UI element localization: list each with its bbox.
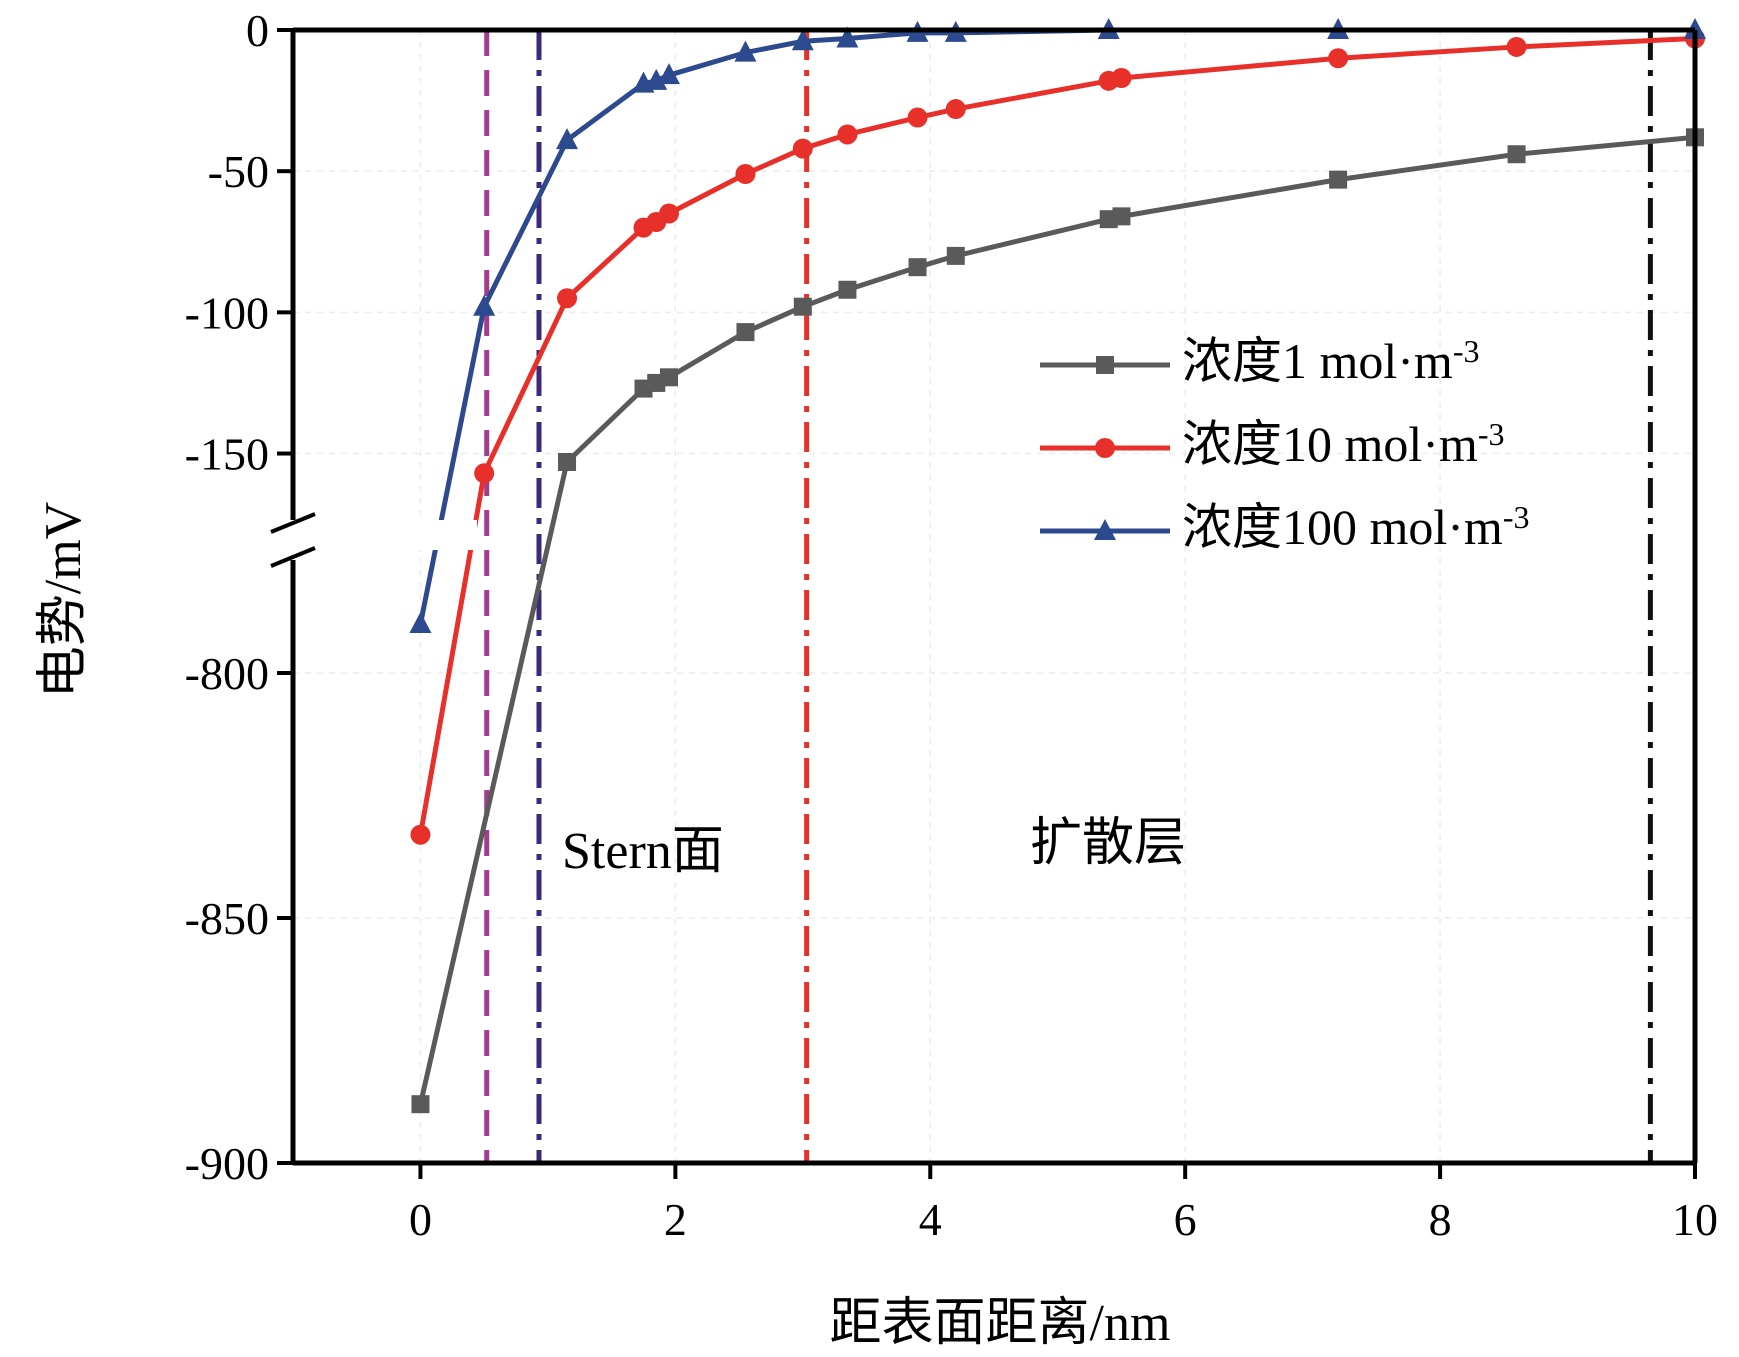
- axis-break-mark-lower: [270, 546, 316, 568]
- series-1-line: [418, 134, 1696, 1105]
- series-1-point-11: [1112, 207, 1131, 226]
- x-axis-title: 距表面距离/nm: [830, 1295, 1171, 1352]
- series-3-point-8: [836, 26, 859, 48]
- legend-label-2: 浓度10 mol·m-3: [1182, 416, 1504, 472]
- x-tick-label-5: 10: [1672, 1194, 1718, 1245]
- series-2-point-7: [792, 138, 813, 159]
- series-1-point-7: [838, 280, 857, 299]
- grid: [293, 29, 1696, 1164]
- series-1-point-12: [1329, 170, 1348, 189]
- legend: 浓度1 mol·m-3 浓度10 mol·m-3 浓度100 mol·m-3: [1040, 333, 1529, 555]
- series-1-point-5: [736, 323, 755, 342]
- series-2-line: [417, 35, 1696, 836]
- series-3-point-2: [556, 128, 579, 150]
- series-2-point-13: [1328, 48, 1349, 69]
- legend-item-2: 浓度10 mol·m-3: [1040, 416, 1504, 472]
- legend-marker-3: [1094, 519, 1116, 540]
- vertical-reference-lines: [484, 30, 1653, 1163]
- axis-break-mark-upper: [270, 512, 316, 534]
- x-tick-label-4: 8: [1429, 1194, 1452, 1245]
- series-1: [411, 128, 1704, 1114]
- y-tick-label-6: -900: [185, 1138, 269, 1189]
- x-tick-label-3: 6: [1174, 1194, 1197, 1245]
- data-series: [297, 18, 1706, 1114]
- series-1-point-0: [411, 1095, 430, 1114]
- series-3: [409, 18, 1706, 633]
- series-2-point-10: [945, 99, 966, 120]
- series-2-point-5: [658, 203, 679, 224]
- series-1-point-1: [558, 453, 577, 471]
- y-tick-label-3: -150: [185, 429, 269, 480]
- y-tick-label-5: -850: [185, 893, 269, 944]
- series-2-point-9: [907, 107, 928, 128]
- series-2-point-2: [557, 288, 578, 309]
- series-3-point-7: [791, 29, 814, 51]
- x-tick-label-2: 4: [919, 1194, 942, 1245]
- series-1-point-13: [1507, 145, 1526, 164]
- y-tick-label-2: -100: [185, 287, 269, 338]
- legend-marker-1: [1096, 356, 1114, 374]
- y-tick-label-0: 0: [246, 5, 269, 56]
- series-3-point-5: [657, 63, 680, 85]
- series-3-point-4: [645, 68, 668, 90]
- axes-frame: [270, 27, 1698, 1166]
- series-3-point-1: [473, 294, 496, 316]
- series-2-point-6: [735, 164, 756, 184]
- series-2-point-14: [1506, 36, 1527, 57]
- series-1-point-4: [659, 368, 678, 387]
- legend-label-3: 浓度100 mol·m-3: [1182, 499, 1529, 555]
- series-2-point-1: [474, 463, 495, 484]
- x-tick-label-0: 0: [409, 1194, 432, 1245]
- legend-marker-2: [1095, 438, 1115, 458]
- series-3-point-0: [409, 612, 432, 633]
- annotation-diffuse-layer: 扩散层: [1030, 815, 1186, 872]
- legend-item-3: 浓度100 mol·m-3: [1040, 499, 1529, 555]
- series-1-point-8: [908, 258, 927, 277]
- series-2-point-12: [1111, 68, 1132, 88]
- x-tick-label-1: 2: [664, 1194, 687, 1245]
- axis-ticks: 0 2 4 6 8 10 0 -50 -100 -150 -800 -850 -900: [185, 5, 1718, 1245]
- series-2-point-0: [410, 824, 431, 845]
- y-axis-title: 电势/mV: [35, 502, 92, 698]
- legend-label-1: 浓度1 mol·m-3: [1182, 333, 1479, 389]
- series-1-point-9: [946, 246, 965, 265]
- y-tick-label-1: -50: [208, 146, 269, 197]
- annotation-stern: Stern面: [562, 823, 724, 880]
- series-2-point-8: [837, 124, 858, 145]
- axis-break-gap: [297, 520, 477, 550]
- y-tick-label-4: -800: [185, 648, 269, 699]
- series-1-point-6: [793, 297, 812, 316]
- series-3-point-6: [734, 40, 757, 62]
- legend-item-1: 浓度1 mol·m-3: [1040, 333, 1479, 389]
